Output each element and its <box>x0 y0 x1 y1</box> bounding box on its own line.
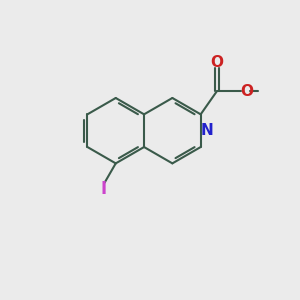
Text: I: I <box>100 180 106 198</box>
Text: N: N <box>201 123 214 138</box>
Text: O: O <box>210 55 224 70</box>
Text: O: O <box>241 84 254 99</box>
